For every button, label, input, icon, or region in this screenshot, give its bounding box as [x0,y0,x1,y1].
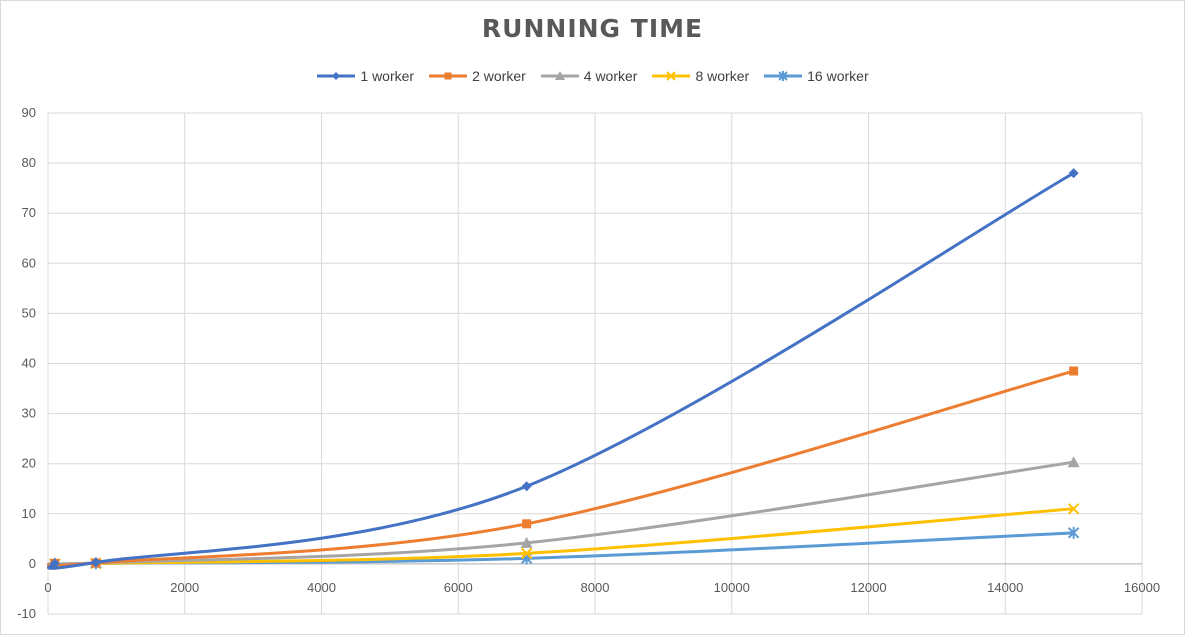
legend-item: 2 worker [428,68,526,84]
chart-legend: 1 worker 2 worker 4 worker 8 worker 16 worke… [0,68,1185,84]
data-point [1068,168,1079,179]
data-point [520,547,533,560]
legend-swatch [429,72,468,80]
legend-swatch [540,71,579,80]
x-tick-label: 16000 [1124,580,1160,595]
legend-label: 1 worker [360,68,415,84]
legend-item: 4 worker [540,68,638,84]
data-point [1067,526,1080,539]
legend-item: 1 worker [316,68,414,84]
y-tick-label: 40 [22,356,36,371]
data-point [90,557,101,568]
x-tick-label: 6000 [444,580,473,595]
data-point [666,71,677,81]
y-tick-label: 70 [22,205,36,220]
legend-item: 8 worker [651,68,749,84]
x-tick-label: 12000 [850,580,886,595]
data-point [1069,366,1079,376]
data-point [554,71,565,80]
x-tick-label: 10000 [714,580,750,595]
data-point [1067,503,1080,515]
data-point [522,519,532,529]
y-tick-label: 90 [22,105,36,120]
y-tick-label: -10 [17,606,36,621]
data-point [49,558,60,569]
y-tick-label: 0 [29,556,36,571]
x-tick-label: 14000 [987,580,1023,595]
series-line [46,369,1076,568]
legend-swatch [652,71,691,81]
x-tick-label: 2000 [170,580,199,595]
y-tick-label: 80 [22,155,36,170]
legend-label: 16 worker [807,68,869,84]
data-point [332,72,341,80]
data-point [521,481,532,492]
data-point [778,71,788,81]
legend-swatch [317,72,356,80]
y-tick-label: 50 [22,305,36,320]
legend-swatch [764,71,803,81]
y-tick-label: 10 [22,506,36,521]
y-tick-label: 60 [22,255,36,270]
legend-label: 2 worker [472,68,526,84]
legend-label: 4 worker [583,68,638,84]
x-tick-label: 4000 [307,580,336,595]
x-tick-label: 8000 [581,580,610,595]
chart-title: RUNNING TIME [481,14,704,43]
y-tick-label: 30 [22,406,36,421]
data-point [1067,456,1080,468]
y-tick-label: 20 [22,456,36,471]
legend-item: 16 worker [763,68,869,84]
data-point [520,536,533,548]
legend-label: 8 worker [695,68,750,84]
x-tick-label: 0 [44,580,51,595]
data-point [444,72,452,80]
series-line [46,171,1076,570]
